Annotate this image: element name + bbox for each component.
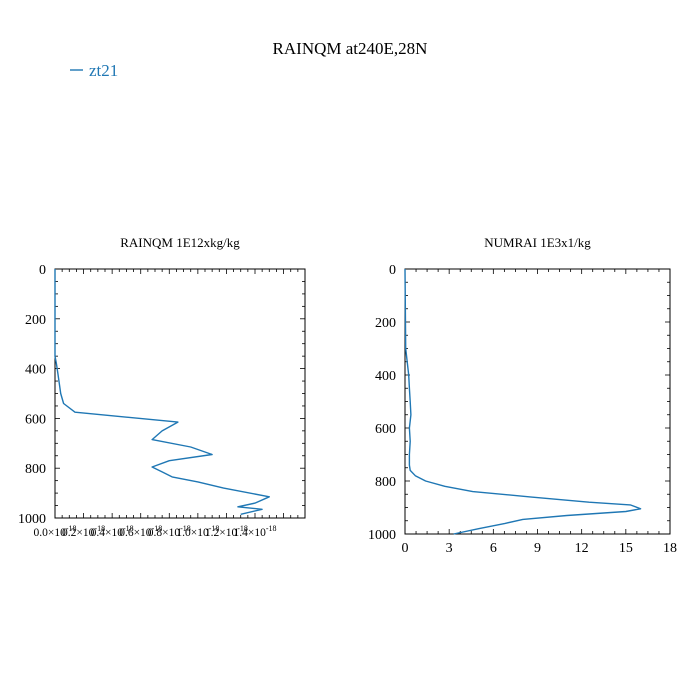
y-tick-label: 800 [375, 475, 396, 490]
y-tick-label: 1000 [368, 528, 396, 543]
x-tick-label: 0.2×10-18 [62, 524, 105, 539]
y-tick-label: 600 [25, 412, 46, 427]
y-tick-label: 600 [375, 422, 396, 437]
panel-title: NUMRAI 1E3x1/kg [484, 235, 591, 250]
figure-title: RAINQM at240E,28N [273, 39, 428, 58]
series-line [54, 269, 270, 515]
y-tick-label: 0 [39, 263, 46, 278]
y-tick-label: 400 [25, 363, 46, 378]
legend: zt21 [70, 61, 118, 80]
series-line [404, 268, 642, 535]
y-tick-label: 1000 [18, 512, 46, 527]
y-tick-label: 0 [389, 263, 396, 278]
x-tick-label: 1.0×10-18 [176, 524, 219, 539]
x-tick-label: 9 [534, 541, 541, 556]
rainqm-panel: RAINQM 1E12xkg/kg 0 200 400 600 800 10000.0×10… [18, 235, 306, 539]
x-tick-label: 3 [446, 541, 453, 556]
y-tick-label: 800 [25, 462, 46, 477]
numrai-panel: NUMRAI 1E3x1/kg 0 200 400 600 800 1000 0 3 6 9 12 15… [368, 235, 677, 556]
x-tick-label: 1.4×10-18 [233, 524, 276, 539]
x-tick-label: 0 [402, 541, 409, 556]
x-tick-label: 1.2×10-18 [205, 524, 248, 539]
x-tick-label: 0.8×10-18 [148, 524, 191, 539]
legend-label: zt21 [89, 61, 118, 80]
panel-title: RAINQM 1E12xkg/kg [120, 235, 240, 250]
x-tick-label: 18 [663, 541, 677, 556]
plot-frame [54, 268, 306, 519]
x-tick-label: 0.4×10-18 [91, 524, 134, 539]
y-tick-label: 200 [25, 313, 46, 328]
x-tick-label: 0.6×10-18 [119, 524, 162, 539]
x-tick-label: 12 [575, 541, 589, 556]
x-tick-label: 0.0×10-18 [33, 524, 76, 539]
y-tick-label: 200 [375, 316, 396, 331]
x-tick-label: 15 [619, 541, 633, 556]
x-tick-label: 6 [490, 541, 497, 556]
plot-frame [404, 268, 671, 535]
y-tick-label: 400 [375, 369, 396, 384]
